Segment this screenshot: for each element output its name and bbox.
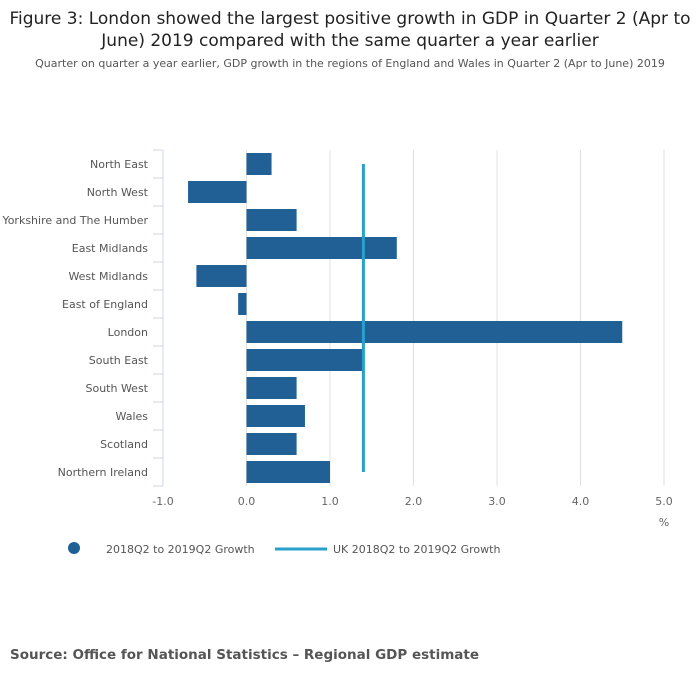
bar-south-east bbox=[246, 349, 364, 371]
category-label: Scotland bbox=[100, 438, 148, 451]
bar-wales bbox=[246, 405, 305, 427]
legend-line-label: UK 2018Q2 to 2019Q2 Growth bbox=[333, 543, 500, 556]
category-label: North East bbox=[90, 158, 149, 171]
legend-bar-marker bbox=[68, 542, 80, 554]
category-label: West Midlands bbox=[68, 270, 148, 283]
category-label: South West bbox=[85, 382, 148, 395]
category-label: East of England bbox=[62, 298, 148, 311]
category-label: Yorkshire and The Humber bbox=[1, 214, 148, 227]
category-label: North West bbox=[87, 186, 149, 199]
x-tick-label: -1.0 bbox=[152, 495, 173, 508]
chart-title: Figure 3: London showed the largest posi… bbox=[9, 9, 691, 51]
bar-london bbox=[246, 321, 623, 343]
category-label: South East bbox=[89, 354, 149, 367]
bar-northern-ireland bbox=[246, 461, 330, 483]
x-tick-label: 0.0 bbox=[238, 495, 256, 508]
x-tick-label: 4.0 bbox=[572, 495, 590, 508]
x-tick-label: 5.0 bbox=[655, 495, 673, 508]
bar-east-midlands bbox=[246, 237, 397, 259]
legend-bar-label: 2018Q2 to 2019Q2 Growth bbox=[106, 543, 255, 556]
x-tick-label: 2.0 bbox=[405, 495, 423, 508]
bar-north-west bbox=[188, 181, 247, 203]
category-label: London bbox=[108, 326, 148, 339]
bar-east-of-england bbox=[238, 293, 247, 315]
category-label: Northern Ireland bbox=[58, 466, 148, 479]
category-label: Wales bbox=[116, 410, 149, 423]
x-tick-label: 1.0 bbox=[321, 495, 339, 508]
x-axis-label: % bbox=[659, 516, 669, 529]
bar-north-east bbox=[246, 153, 272, 175]
x-tick-label: 3.0 bbox=[488, 495, 506, 508]
source-note: Source: Office for National Statistics –… bbox=[10, 647, 480, 663]
bar-scotland bbox=[246, 433, 297, 455]
bar-west-midlands bbox=[196, 265, 247, 287]
chart-subtitle: Quarter on quarter a year earlier, GDP g… bbox=[35, 57, 665, 70]
bar-yorkshire-and-the-humber bbox=[246, 209, 297, 231]
bar-south-west bbox=[246, 377, 297, 399]
category-label: East Midlands bbox=[72, 242, 149, 255]
